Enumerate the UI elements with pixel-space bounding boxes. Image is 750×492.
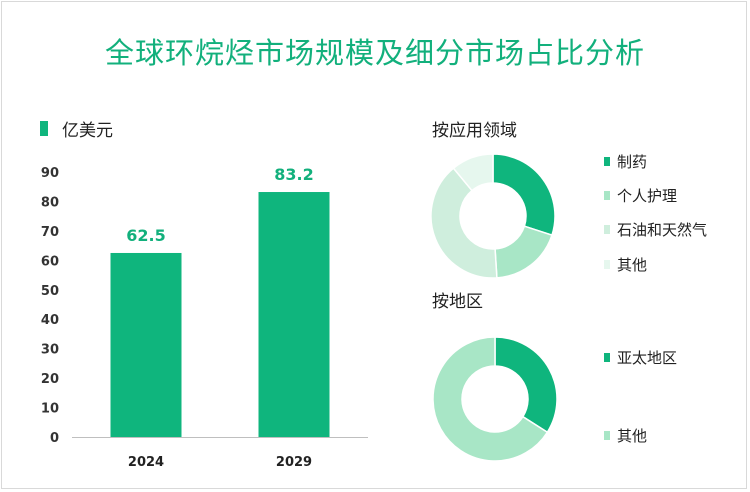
donut-slice-3 bbox=[452, 153, 494, 192]
bar-value-label: 62.5 bbox=[126, 226, 165, 245]
legend-swatch bbox=[604, 260, 610, 269]
legend-item-other-app: 其他 bbox=[604, 254, 647, 275]
donut-slice-1 bbox=[494, 225, 553, 279]
y-tick-label: 70 bbox=[41, 225, 59, 240]
y-tick-label: 30 bbox=[41, 343, 59, 358]
legend-label: 其他 bbox=[617, 256, 648, 274]
y-tick-label: 90 bbox=[41, 166, 59, 181]
y-tick-label: 80 bbox=[41, 195, 59, 210]
legend-item-apac: 亚太地区 bbox=[604, 347, 677, 368]
legend-label: 石油和天然气 bbox=[617, 221, 708, 239]
y-tick-label: 20 bbox=[41, 372, 59, 387]
y-tick-label: 60 bbox=[41, 254, 59, 269]
bar-2029 bbox=[258, 192, 330, 437]
y-tick-label: 40 bbox=[41, 313, 59, 328]
legend-label: 个人护理 bbox=[617, 187, 678, 205]
x-tick-label: 2029 bbox=[276, 455, 312, 470]
bar-chart: 0 10 20 30 40 50 60 70 80 90 62.5 2024 83.2 2029 bbox=[41, 165, 368, 470]
region-donut bbox=[432, 336, 558, 462]
application-donut bbox=[430, 153, 556, 279]
donut-slice-2 bbox=[430, 167, 498, 279]
page-title: 全球环烷烃市场规模及细分市场占比分析 bbox=[104, 36, 645, 70]
donut-slice-1 bbox=[432, 336, 549, 462]
legend-item-pharma: 制药 bbox=[604, 151, 647, 172]
legend-swatch bbox=[604, 431, 610, 440]
y-tick-label: 50 bbox=[41, 284, 59, 299]
legend-item-other-region: 其他 bbox=[604, 425, 647, 446]
legend-label: 亚太地区 bbox=[617, 349, 678, 367]
x-tick-label: 2024 bbox=[128, 455, 164, 470]
bar-2024 bbox=[110, 252, 182, 437]
unit-swatch bbox=[40, 121, 48, 136]
legend-swatch bbox=[604, 353, 610, 362]
bar-value-label: 83.2 bbox=[274, 165, 313, 184]
donut-slice-0 bbox=[492, 153, 556, 237]
donut-slice-0 bbox=[494, 336, 558, 434]
legend-swatch bbox=[604, 157, 610, 166]
bar-unit-legend: 亿美元 bbox=[40, 116, 113, 141]
app-donut-title: 按应用领域 bbox=[432, 121, 517, 141]
legend-label: 其他 bbox=[617, 427, 648, 445]
legend-swatch bbox=[604, 225, 610, 234]
legend-label: 制药 bbox=[617, 153, 648, 171]
unit-label: 亿美元 bbox=[62, 121, 113, 141]
y-tick-label: 0 bbox=[50, 431, 59, 446]
y-tick-label: 10 bbox=[41, 402, 59, 417]
region-donut-title: 按地区 bbox=[432, 292, 483, 312]
legend-item-personal-care: 个人护理 bbox=[604, 185, 677, 206]
legend-swatch bbox=[604, 191, 610, 200]
legend-item-oil-gas: 石油和天然气 bbox=[604, 219, 707, 240]
